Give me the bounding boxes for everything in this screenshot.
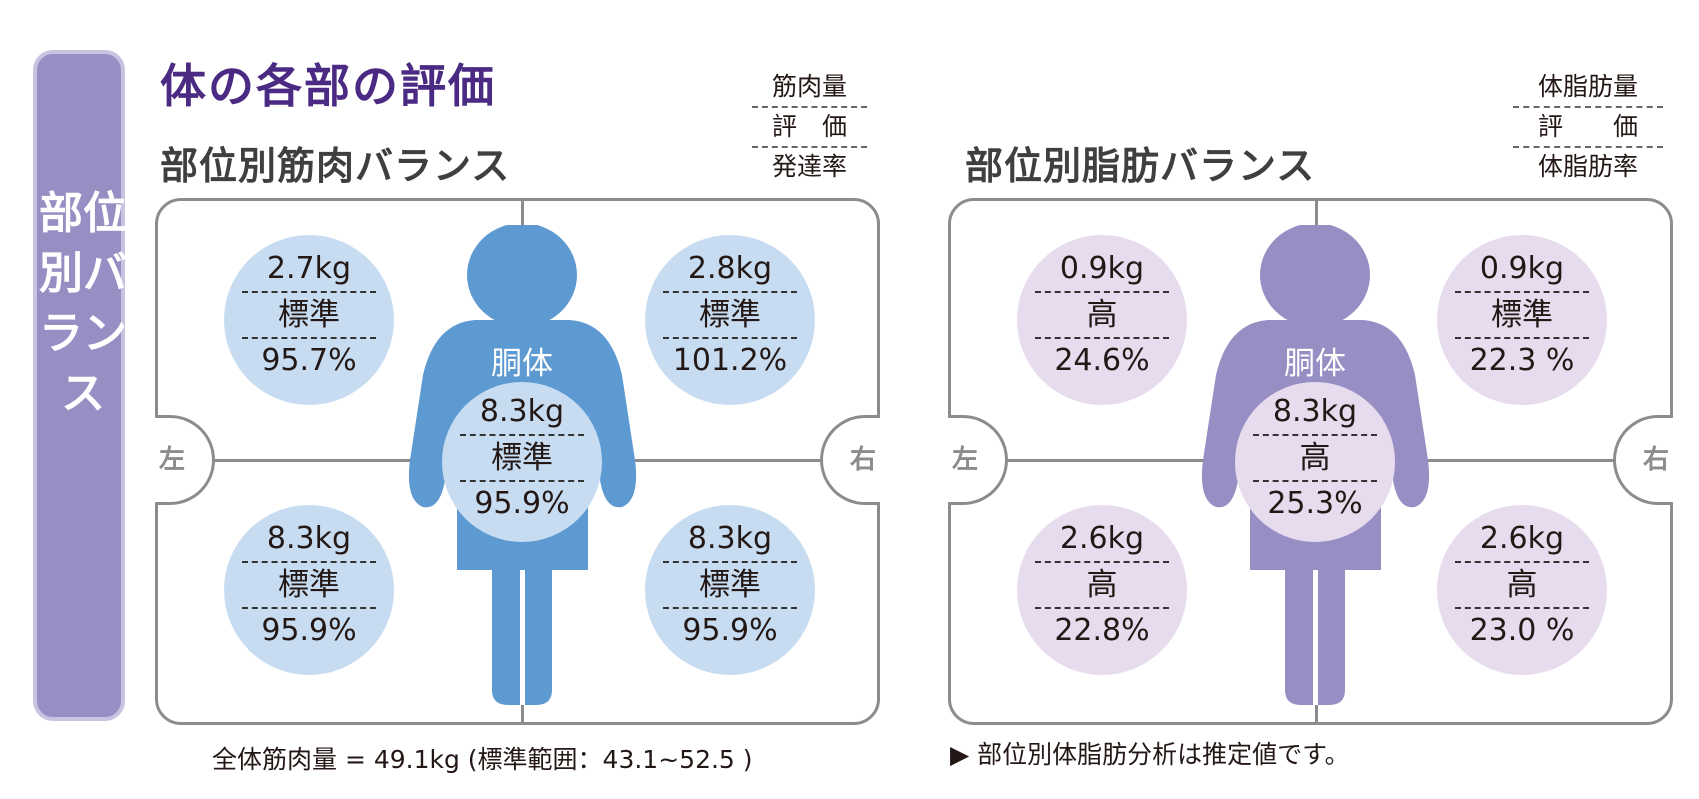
muscle-trunk-mass: 8.3kg (479, 394, 565, 429)
fat-legend-mass: 体脂肪量 (1513, 68, 1663, 108)
muscle-right-leg-circle: 8.3kg 標準 95.9% (645, 505, 815, 675)
muscle-left-arm-eval: 標準 (242, 291, 376, 339)
muscle-trunk-rate: 95.9% (474, 486, 570, 521)
muscle-left-arm-rate: 95.7% (261, 343, 357, 378)
fat-legend-eval: 評 価 (1513, 108, 1663, 148)
fat-torso-label: 胴体 (1284, 346, 1346, 382)
fat-left-label: 左 (952, 445, 979, 475)
muscle-legend-mass: 筋肉量 (752, 68, 867, 108)
fat-right-leg-mass: 2.6kg (1479, 521, 1565, 556)
fat-estimate-note: ▶ 部位別体脂肪分析は推定値です。 (950, 740, 1350, 769)
muscle-right-arm-rate: 101.2% (672, 343, 788, 378)
fat-trunk-eval: 高 (1253, 434, 1377, 482)
fat-right-arm-rate: 22.3 % (1469, 343, 1575, 378)
fat-left-leg-mass: 2.6kg (1059, 521, 1145, 556)
fat-legend-rate: 体脂肪率 (1537, 152, 1638, 181)
fat-trunk-mass: 8.3kg (1272, 394, 1358, 429)
page-title: 体の各部の評価 (160, 59, 496, 113)
fat-legend: 体脂肪量 評 価 体脂肪率 (1513, 68, 1663, 186)
muscle-left-leg-eval: 標準 (242, 561, 376, 609)
fat-right-label: 右 (1642, 445, 1669, 475)
muscle-right-leg-rate: 95.9% (682, 613, 778, 648)
muscle-right-arm-eval: 標準 (663, 291, 797, 339)
fat-right-arm-eval: 標準 (1455, 291, 1589, 339)
side-tab-label: 部位別バランス (39, 188, 127, 419)
fat-right-leg-circle: 2.6kg 高 23.0 % (1437, 505, 1607, 675)
muscle-left-leg-mass: 8.3kg (266, 521, 352, 556)
fat-right-leg-eval: 高 (1455, 561, 1589, 609)
fat-left-arm-rate: 24.6% (1054, 343, 1150, 378)
fat-balance-title: 部位別脂肪バランス (965, 144, 1316, 188)
side-tab: 部位別バランス (33, 50, 127, 721)
muscle-trunk-circle: 8.3kg 標準 95.9% (442, 382, 602, 542)
fat-left-arm-mass: 0.9kg (1059, 251, 1145, 286)
muscle-legend: 筋肉量 評 価 発達率 (752, 68, 867, 186)
fat-left-arm-eval: 高 (1035, 291, 1169, 339)
fat-trunk-rate: 25.3% (1267, 486, 1363, 521)
muscle-left-arm-mass: 2.7kg (266, 251, 352, 286)
muscle-torso-label: 胴体 (491, 346, 553, 382)
fat-left-leg-circle: 2.6kg 高 22.8% (1017, 505, 1187, 675)
fat-trunk-circle: 8.3kg 高 25.3% (1235, 382, 1395, 542)
muscle-legend-rate: 発達率 (771, 152, 847, 181)
muscle-left-leg-rate: 95.9% (261, 613, 357, 648)
muscle-right-arm-circle: 2.8kg 標準 101.2% (645, 235, 815, 405)
muscle-balance-title: 部位別筋肉バランス (160, 144, 511, 188)
fat-left-leg-rate: 22.8% (1054, 613, 1150, 648)
fat-left-arm-circle: 0.9kg 高 24.6% (1017, 235, 1187, 405)
muscle-total-footer: 全体筋肉量 = 49.1kg (標準範囲：43.1~52.5 ) (212, 745, 753, 774)
fat-left-leg-eval: 高 (1035, 561, 1169, 609)
muscle-left-label: 左 (159, 445, 186, 475)
fat-right-arm-circle: 0.9kg 標準 22.3 % (1437, 235, 1607, 405)
muscle-right-arm-mass: 2.8kg (687, 251, 773, 286)
muscle-left-leg-circle: 8.3kg 標準 95.9% (224, 505, 394, 675)
muscle-right-leg-eval: 標準 (663, 561, 797, 609)
muscle-right-leg-mass: 8.3kg (687, 521, 773, 556)
muscle-trunk-eval: 標準 (460, 434, 584, 482)
muscle-left-arm-circle: 2.7kg 標準 95.7% (224, 235, 394, 405)
muscle-legend-eval: 評 価 (752, 108, 867, 148)
fat-right-arm-mass: 0.9kg (1479, 251, 1565, 286)
muscle-right-label: 右 (849, 445, 876, 475)
fat-right-leg-rate: 23.0 % (1469, 613, 1575, 648)
